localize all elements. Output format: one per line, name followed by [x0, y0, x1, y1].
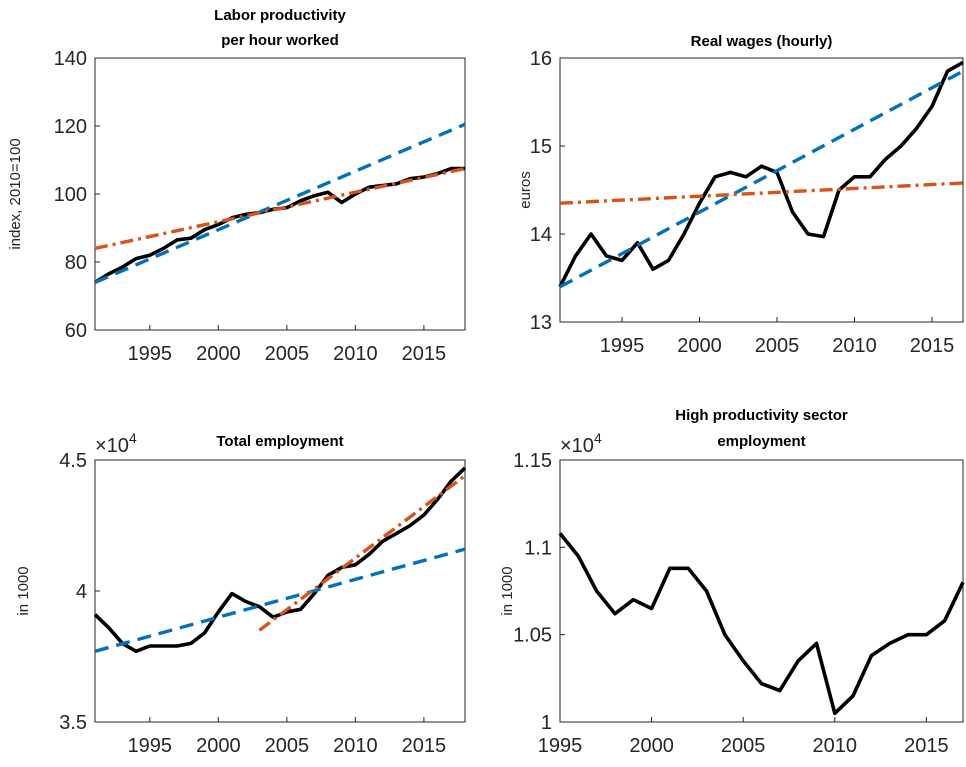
axes-box: [559, 57, 964, 323]
multiplier-base: ×10: [95, 435, 129, 457]
series-line: [558, 532, 965, 716]
x-tick-label: 1995: [600, 335, 645, 357]
y-tick-label: 100: [54, 184, 87, 206]
axes-box: [94, 459, 466, 723]
x-tick-label: 2000: [629, 735, 674, 757]
y-multiplier: ×104: [560, 430, 602, 457]
x-tick-label: 2010: [333, 343, 378, 365]
y-tick-label: 14: [530, 224, 552, 246]
subplot: 3.5 4 4.5 1995 2000 2005 2010 2015 Total employm…: [15, 430, 467, 757]
chart-title: per hour worked: [221, 32, 339, 49]
y-multiplier: ×104: [95, 430, 137, 457]
multiplier-exponent: 4: [129, 430, 137, 446]
axes-box: [94, 57, 466, 331]
x-tick-label: 2015: [910, 335, 955, 357]
y-tick-label: 1.15: [513, 450, 552, 472]
series-line: [559, 69, 964, 289]
x-tick-label: 2015: [402, 343, 447, 365]
y-tick-label: 120: [54, 116, 87, 138]
subplot: 13 14 15 16 1995 2000 2005 2010 2015 Real wages (…: [517, 33, 964, 357]
series-line: [258, 474, 467, 632]
y-tick-label: 1.1: [524, 537, 552, 559]
x-tick-label: 2015: [904, 735, 949, 757]
y-tick-label: 1: [541, 712, 552, 734]
y-tick-label: 16: [530, 48, 552, 70]
y-tick-label: 13: [530, 312, 552, 334]
x-tick-label: 2010: [333, 735, 378, 757]
x-tick-label: 2005: [755, 335, 800, 357]
series-line: [94, 166, 466, 251]
y-axis-label: in 1000: [15, 566, 32, 615]
subplot: 1 1.05 1.1 1.15 1995 2000 2005 2010 2015 High pro…: [499, 407, 965, 757]
x-tick-label: 2005: [265, 735, 310, 757]
series-line: [559, 181, 964, 205]
y-tick-label: 80: [65, 252, 87, 274]
y-tick-label: 140: [54, 48, 87, 70]
chart-title: Labor productivity: [214, 7, 346, 24]
y-axis-label: index, 2010=100: [7, 138, 24, 249]
series-line: [558, 60, 964, 288]
subplot: 60 80 100 120 140 1995 2000 2005 2010 2015 Labor p…: [7, 7, 466, 365]
x-tick-label: 2005: [265, 343, 310, 365]
x-tick-label: 2010: [832, 335, 877, 357]
series-line: [94, 547, 466, 653]
y-tick-label: 15: [530, 136, 552, 158]
chart-title: employment: [717, 433, 805, 450]
x-tick-label: 2005: [721, 735, 766, 757]
series-line: [93, 466, 467, 654]
x-tick-label: 2000: [677, 335, 722, 357]
y-tick-label: 3.5: [59, 712, 87, 734]
y-tick-label: 1.05: [513, 625, 552, 647]
x-tick-label: 2000: [196, 735, 241, 757]
chart-title: Real wages (hourly): [691, 33, 833, 50]
x-tick-label: 1995: [128, 735, 173, 757]
x-tick-label: 2010: [813, 735, 858, 757]
y-tick-label: 60: [65, 320, 87, 342]
chart-title: High productivity sector: [675, 407, 848, 424]
y-tick-label: 4: [76, 581, 87, 603]
x-tick-label: 2000: [196, 343, 241, 365]
y-axis-label: in 1000: [499, 566, 516, 615]
y-axis-label: euros: [517, 171, 534, 209]
multiplier-exponent: 4: [594, 430, 602, 446]
y-tick-label: 4.5: [59, 450, 87, 472]
x-tick-label: 1995: [538, 735, 583, 757]
multiplier-base: ×10: [560, 435, 594, 457]
chart-title: Total employment: [216, 433, 343, 450]
x-tick-label: 2015: [402, 735, 447, 757]
x-tick-label: 1995: [128, 343, 173, 365]
series-line: [94, 122, 466, 284]
axes-box: [559, 459, 964, 723]
